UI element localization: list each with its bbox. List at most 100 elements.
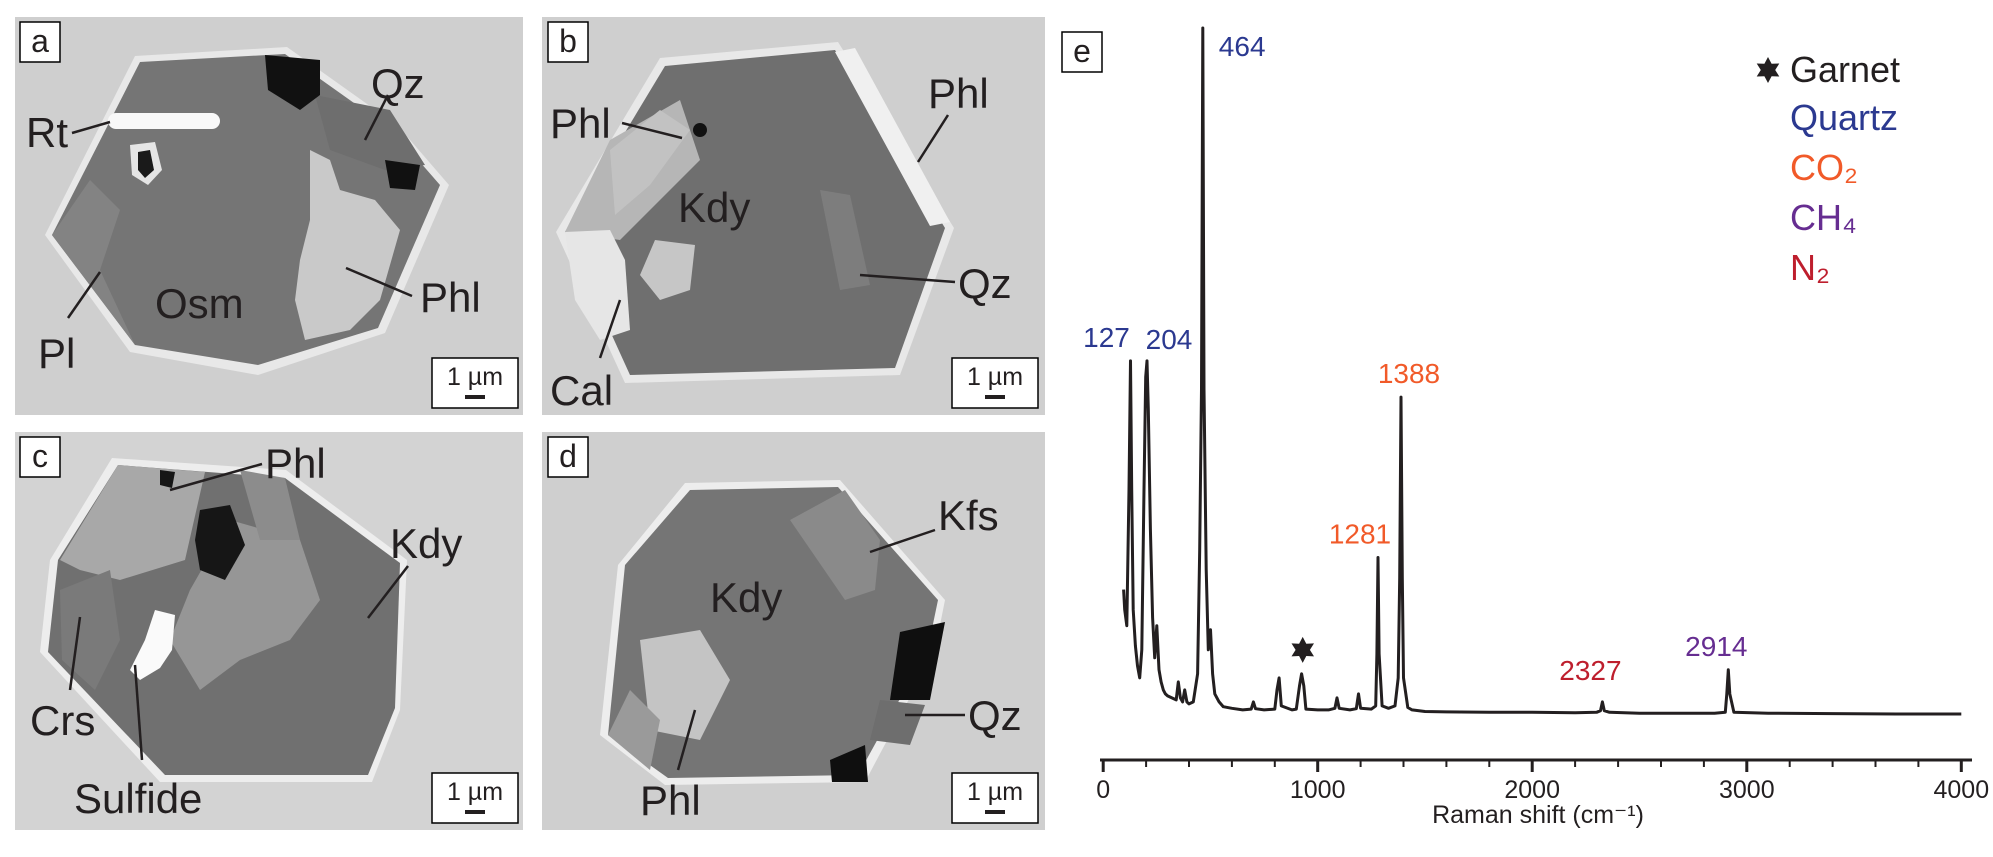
panel-c-scale-text: 1 µm bbox=[447, 778, 503, 806]
panel-b-label-cal: Cal bbox=[550, 367, 613, 414]
panel-a-label-rt: Rt bbox=[26, 109, 68, 156]
panel-a-leader-pl bbox=[66, 271, 102, 319]
panel-c-leader-kdy bbox=[367, 565, 409, 619]
panel-b-label-qz: Qz bbox=[958, 260, 1012, 307]
panel-a-leader-phl bbox=[345, 266, 413, 298]
panel-c-letter-box bbox=[19, 436, 61, 478]
panel-b-leader-cal bbox=[598, 299, 622, 359]
panel-b-letter-box bbox=[547, 21, 589, 63]
legend-garnet: Garnet bbox=[1790, 49, 1900, 90]
x-axis-label: Raman shift (cm⁻¹) bbox=[1432, 801, 1644, 829]
panel-a-letter-box bbox=[19, 21, 61, 63]
panel-d-leader-phl bbox=[676, 709, 697, 771]
peak-labels: 127 204 464 1281 1388 2327 2914 bbox=[1083, 31, 1747, 686]
panel-e: e Garnet Quartz CO₂ CH₄ N₂ 127 204 464 1281… bbox=[1061, 26, 1989, 829]
panel-b-qz-region bbox=[820, 190, 870, 290]
x-tick-label: 1000 bbox=[1290, 776, 1346, 804]
legend-n2: N₂ bbox=[1790, 247, 1830, 288]
panel-d-letter: d bbox=[559, 438, 577, 474]
panel-b-leader-phl-right bbox=[916, 114, 950, 163]
peak-label-464: 464 bbox=[1219, 31, 1266, 62]
x-tick-label: 0 bbox=[1096, 776, 1110, 804]
panel-a-letter: a bbox=[31, 23, 49, 59]
panel-c-letter: c bbox=[32, 438, 48, 474]
panel-a-phl-region bbox=[295, 150, 400, 340]
panel-d-label-phl: Phl bbox=[640, 777, 701, 824]
peak-label-1281: 1281 bbox=[1329, 519, 1391, 550]
panel-b-scale-box bbox=[951, 357, 1039, 409]
garnet-peak-star-icon bbox=[1291, 636, 1314, 663]
panel-a: a Rt Qz Phl Osm Pl 1 µm bbox=[15, 17, 523, 415]
panel-b-label-phl-left: Phl bbox=[550, 100, 611, 147]
panel-c-scale-bar bbox=[465, 810, 485, 814]
x-axis-ticks: 0 1000 2000 3000 4000 bbox=[1096, 760, 1989, 804]
panel-b-leader-phl-left bbox=[621, 121, 683, 140]
panel-d-dark-bottom bbox=[830, 745, 868, 782]
panel-c: c Phl Kdy Crs Sulfide 1 µm bbox=[15, 432, 523, 830]
panel-c-leader-phl bbox=[169, 462, 263, 492]
panel-a-rt-lath bbox=[108, 113, 220, 129]
panel-a-label-qz: Qz bbox=[371, 60, 425, 107]
panel-d-label-qz: Qz bbox=[968, 692, 1022, 739]
panel-b-letter: b bbox=[559, 23, 577, 59]
peak-label-1388: 1388 bbox=[1378, 358, 1440, 389]
panel-c-label-crs: Crs bbox=[30, 697, 95, 744]
panel-a-void-core bbox=[138, 150, 154, 178]
panel-b-cal-left bbox=[565, 230, 630, 340]
panel-d-scale-box bbox=[951, 772, 1039, 824]
panel-c-dark-inclusion bbox=[195, 505, 245, 580]
panel-a-label-pl: Pl bbox=[38, 330, 75, 377]
panel-b-scale-text: 1 µm bbox=[967, 363, 1023, 391]
peak-label-204: 204 bbox=[1146, 324, 1193, 355]
legend-co2: CO₂ bbox=[1790, 147, 1858, 188]
panel-d-qz-region bbox=[870, 700, 925, 745]
panel-d-label-kfs: Kfs bbox=[938, 492, 999, 539]
x-tick-label: 2000 bbox=[1504, 776, 1560, 804]
panel-b-label-phl-right: Phl bbox=[928, 70, 989, 117]
panel-d-letter-box bbox=[547, 436, 589, 478]
x-tick-label: 4000 bbox=[1933, 776, 1989, 804]
panel-d-leader-kfs bbox=[869, 528, 936, 554]
panel-d-dark-block bbox=[890, 622, 945, 700]
garnet-star-icon bbox=[1756, 57, 1780, 83]
panel-d-phl-bright bbox=[640, 630, 730, 740]
panel-d-scale-text: 1 µm bbox=[967, 778, 1023, 806]
panel-b-dark-pit bbox=[693, 123, 707, 137]
panel-c-scale-box bbox=[431, 772, 519, 824]
panel-c-dark-speck bbox=[160, 470, 175, 488]
panel-a-dark-cavity bbox=[265, 55, 320, 110]
spectrum-legend: Garnet Quartz CO₂ CH₄ N₂ bbox=[1756, 49, 1900, 288]
peak-label-2327: 2327 bbox=[1559, 655, 1621, 686]
panel-d-phl-lower-left bbox=[608, 690, 660, 770]
panel-c-sulfide bbox=[130, 610, 175, 680]
panel-b-scale-bar bbox=[985, 395, 1005, 399]
panel-b-calcite bbox=[640, 240, 695, 300]
panel-d-label-kdy: Kdy bbox=[710, 574, 782, 621]
panel-b: b Phl Phl Kdy Qz Cal 1 µm bbox=[542, 17, 1045, 415]
panel-b-label-kdy: Kdy bbox=[678, 184, 750, 231]
peak-label-2914: 2914 bbox=[1685, 631, 1747, 662]
panel-d-scale-bar bbox=[985, 810, 1005, 814]
legend-ch4: CH₄ bbox=[1790, 197, 1857, 238]
panel-a-label-osm: Osm bbox=[155, 280, 244, 327]
panel-a-scale-box bbox=[431, 357, 519, 409]
panel-e-letter: e bbox=[1073, 33, 1091, 69]
x-tick-label: 3000 bbox=[1719, 776, 1775, 804]
panel-a-leader-rt bbox=[71, 120, 111, 135]
legend-quartz: Quartz bbox=[1790, 97, 1898, 138]
panel-d: d Kfs Kdy Qz Phl 1 µm bbox=[542, 432, 1045, 830]
panel-a-scale-text: 1 µm bbox=[447, 363, 503, 391]
peak-label-127: 127 bbox=[1083, 322, 1130, 353]
panel-a-scale-bar bbox=[465, 395, 485, 399]
panel-c-leader-sulfide bbox=[133, 664, 144, 761]
panel-a-pl-region bbox=[52, 180, 135, 345]
panel-e-letter-box bbox=[1061, 31, 1103, 73]
panel-a-dark-pit bbox=[385, 160, 420, 190]
panel-c-label-sulfide: Sulfide bbox=[74, 775, 202, 822]
panel-a-label-phl: Phl bbox=[420, 274, 481, 321]
raman-spectrum-line bbox=[1122, 26, 1962, 716]
panel-d-kfs-region bbox=[790, 490, 880, 600]
panel-c-light-patch bbox=[240, 470, 300, 540]
panel-c-phl-region bbox=[60, 465, 205, 580]
